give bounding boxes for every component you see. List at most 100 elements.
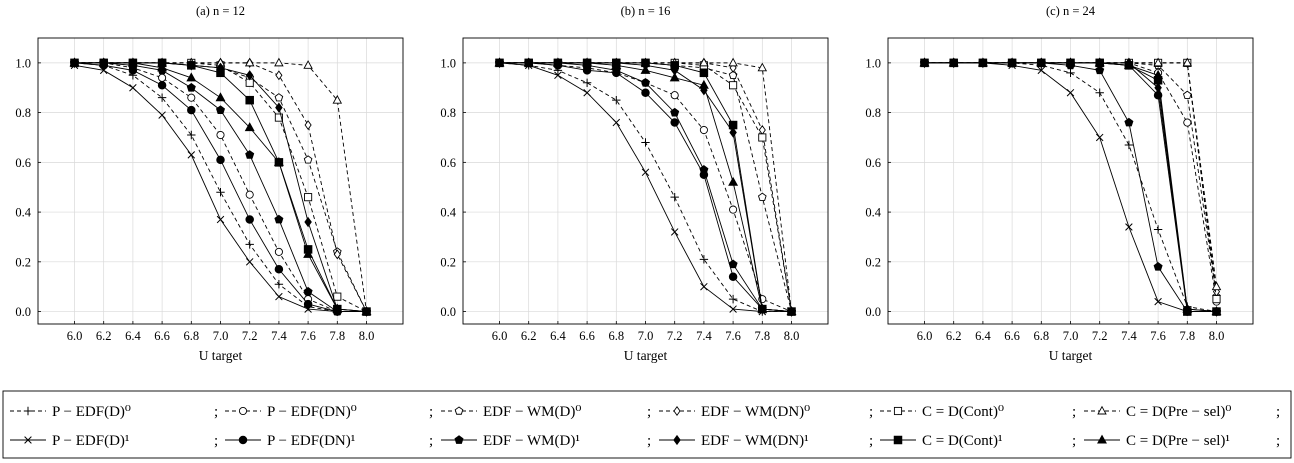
y-tick-label: 0.2 bbox=[15, 255, 31, 269]
legend-marker bbox=[893, 406, 903, 416]
x-tick-label: 7.0 bbox=[638, 329, 654, 343]
legend-marker bbox=[673, 406, 681, 416]
legend-marker bbox=[893, 435, 903, 445]
y-tick-label: 1.0 bbox=[440, 56, 456, 70]
data-point bbox=[699, 165, 709, 174]
data-point bbox=[187, 130, 196, 140]
y-tick-label: 0.2 bbox=[440, 255, 456, 269]
x-tick-label: 8.0 bbox=[359, 329, 375, 343]
data-point bbox=[304, 120, 312, 131]
data-point bbox=[786, 306, 797, 316]
data-point bbox=[157, 93, 167, 102]
legend-separator: ; bbox=[647, 404, 651, 420]
series-line bbox=[499, 62, 792, 312]
data-point bbox=[728, 57, 738, 67]
y-tick-label: 0.8 bbox=[865, 106, 881, 120]
y-tick-label: 0.6 bbox=[440, 156, 456, 170]
data-point bbox=[245, 215, 254, 224]
chart-panel-3: 6.0 6.2 6.4 6.6 6.8 7.0 7.2 7.4 7.6 7.8 8.0 0.0 0.2 0… bbox=[865, 4, 1254, 363]
series-12 bbox=[494, 57, 797, 316]
data-point bbox=[1124, 117, 1134, 127]
data-point bbox=[494, 57, 505, 67]
x-tick-label: 7.8 bbox=[754, 329, 770, 343]
data-point bbox=[273, 156, 284, 166]
legend-item: EDF − WM(D)⁰; bbox=[441, 404, 651, 420]
y-tick-label: 0.6 bbox=[865, 156, 881, 170]
x-tick-label: 7.4 bbox=[271, 329, 287, 343]
data-point bbox=[670, 91, 679, 100]
data-point bbox=[245, 70, 254, 81]
data-point bbox=[729, 205, 738, 214]
data-point bbox=[303, 299, 313, 309]
data-point bbox=[1095, 65, 1105, 75]
data-point bbox=[728, 272, 738, 281]
data-point bbox=[640, 64, 651, 74]
legend-separator: ; bbox=[1276, 433, 1280, 449]
data-point bbox=[1212, 295, 1221, 304]
x-tick-label: 7.2 bbox=[667, 329, 683, 343]
x-axis-label: U target bbox=[1049, 348, 1093, 363]
series-12 bbox=[919, 57, 1222, 316]
data-point bbox=[304, 216, 312, 228]
data-point bbox=[275, 102, 283, 113]
chart-panel-1: 6.0 6.2 6.4 6.6 6.8 7.0 7.2 7.4 7.6 7.8 8.0 0.0 0.2 0… bbox=[15, 4, 404, 363]
legend-item: P − EDF(D)¹; bbox=[10, 433, 218, 449]
data-point bbox=[1066, 88, 1075, 97]
data-point bbox=[1182, 303, 1193, 313]
data-point bbox=[699, 68, 709, 78]
data-point bbox=[274, 280, 284, 289]
data-point bbox=[244, 122, 255, 132]
x-tick-label: 6.2 bbox=[946, 329, 962, 343]
legend-item: C = D(Cont)⁰; bbox=[880, 404, 1076, 420]
data-point bbox=[275, 70, 283, 81]
series-12 bbox=[69, 57, 372, 316]
data-point bbox=[1154, 82, 1162, 93]
data-point bbox=[216, 215, 225, 224]
y-tick-label: 0.8 bbox=[15, 106, 31, 120]
legend-separator: ; bbox=[1072, 404, 1076, 420]
data-point bbox=[186, 72, 197, 82]
data-point bbox=[698, 79, 709, 89]
data-point bbox=[699, 125, 708, 135]
legend-marker bbox=[23, 406, 33, 416]
data-point bbox=[244, 57, 255, 67]
data-point bbox=[303, 60, 313, 69]
data-point bbox=[274, 113, 283, 122]
data-point bbox=[670, 228, 679, 236]
data-point bbox=[641, 88, 650, 97]
data-point bbox=[729, 127, 737, 138]
y-tick-label: 0.4 bbox=[440, 206, 456, 220]
data-point bbox=[1066, 68, 1075, 78]
x-tick-label: 7.4 bbox=[1121, 329, 1137, 343]
data-point bbox=[332, 94, 343, 104]
y-tick-label: 1.0 bbox=[865, 56, 881, 70]
data-point bbox=[919, 57, 930, 67]
data-point bbox=[757, 192, 767, 201]
data-point bbox=[948, 57, 959, 67]
data-point bbox=[304, 193, 313, 202]
data-point bbox=[274, 57, 284, 67]
x-tick-label: 7.2 bbox=[242, 329, 258, 343]
y-tick-label: 0.0 bbox=[440, 305, 456, 319]
chart-title: (c) n = 24 bbox=[1046, 4, 1096, 18]
data-point bbox=[641, 168, 650, 177]
x-axis-label: U target bbox=[624, 348, 668, 363]
data-point bbox=[186, 82, 196, 92]
data-point bbox=[216, 68, 225, 78]
data-point bbox=[1183, 118, 1192, 127]
x-tick-label: 6.6 bbox=[579, 329, 595, 343]
x-tick-label: 6.4 bbox=[550, 329, 566, 343]
data-point bbox=[728, 120, 738, 130]
data-point bbox=[611, 59, 622, 69]
y-tick-label: 0.2 bbox=[865, 255, 881, 269]
legend-item: P − EDF(D)⁰; bbox=[10, 404, 218, 420]
data-point bbox=[274, 93, 284, 102]
data-point bbox=[1065, 57, 1076, 67]
data-point bbox=[1182, 90, 1192, 99]
x-tick-label: 7.0 bbox=[1063, 329, 1079, 343]
legend-separator: ; bbox=[647, 433, 651, 449]
legend-label: P − EDF(D)¹ bbox=[52, 433, 129, 449]
y-tick-label: 0.4 bbox=[15, 206, 31, 220]
data-point bbox=[728, 176, 739, 186]
x-tick-label: 7.2 bbox=[1092, 329, 1108, 343]
